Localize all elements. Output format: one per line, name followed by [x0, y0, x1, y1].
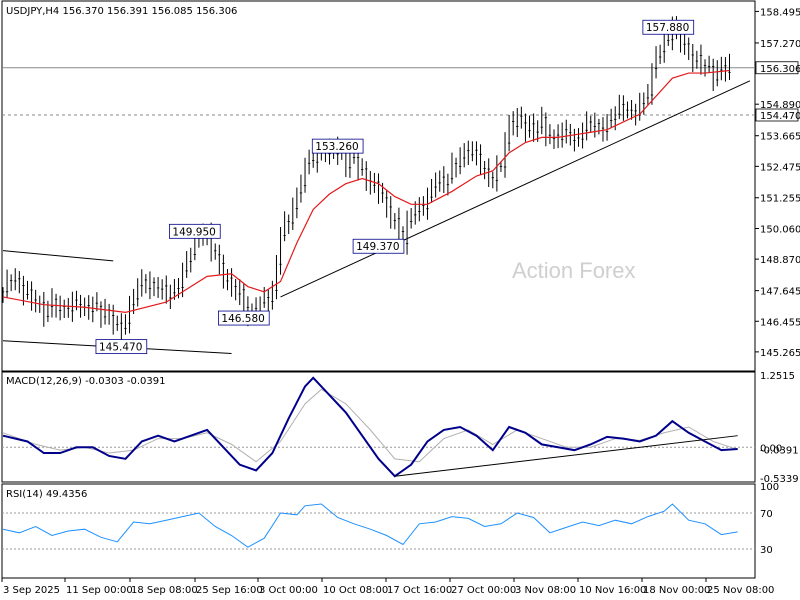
price-label-box: [311, 138, 364, 154]
price-tick-label: 148.870: [760, 255, 800, 266]
macd-tick-label: -0.0391: [760, 446, 799, 457]
trendline: [280, 80, 751, 298]
price-label-box: [95, 339, 148, 355]
x-tick-label: 11 Sep 00:00: [66, 585, 133, 596]
price-tick-label: 146.455: [760, 317, 800, 328]
chart-header: USDJPY,H4 156.370 156.391 156.085 156.30…: [6, 6, 237, 17]
price-label-box: [218, 310, 270, 326]
macd-tick-label: -0.5339: [760, 474, 799, 485]
moving-average-line: [2, 69, 730, 313]
price-panel-frame: [1, 0, 756, 372]
x-tick-label: 18 Sep 08:00: [131, 585, 198, 596]
price-label: 145.470: [99, 342, 142, 354]
x-tick-label: 17 Oct 16:00: [387, 585, 452, 596]
macd-main-line: [2, 376, 738, 478]
rsi-tick-label: 70: [760, 509, 773, 520]
price-level-label: 156.306: [760, 64, 800, 75]
macd-label: MACD(12,26,9) -0.0303 -0.0391: [6, 376, 166, 387]
macd-panel-frame: [1, 371, 756, 483]
rsi-tick-label: 100: [760, 482, 779, 493]
x-tick-label: 27 Oct 00:00: [451, 585, 516, 596]
x-tick-label: 3 Sep 2025: [3, 585, 60, 596]
price-tick-label: 153.665: [760, 132, 800, 143]
price-tick-label: 152.475: [760, 162, 800, 173]
price-tick-label: 145.265: [760, 348, 800, 359]
level-price-box: [755, 61, 799, 75]
macd-signal-line: [2, 388, 738, 463]
price-label: 146.580: [221, 313, 264, 325]
level-price-box: [755, 108, 799, 122]
macd-tick-label: 1.2515: [760, 371, 795, 382]
price-label: 149.950: [172, 226, 215, 238]
macd-tick-label: 0.00: [760, 443, 782, 454]
watermark: Action Forex: [512, 258, 636, 283]
price-tick-label: 158.495: [760, 7, 800, 18]
price-level-label: 154.470: [760, 111, 800, 122]
price-label-box: [169, 223, 221, 239]
price-tick-label: 147.645: [760, 287, 800, 298]
rsi-panel-frame: [1, 483, 756, 579]
x-tick-label: 3 Nov 08:00: [515, 585, 576, 596]
price-tick-label: 150.060: [760, 224, 800, 235]
price-tick-label: 151.255: [760, 194, 800, 205]
x-tick-label: 10 Oct 08:00: [323, 585, 388, 596]
x-tick-label: 10 Nov 16:00: [579, 585, 646, 596]
trendline: [2, 250, 114, 262]
price-label: 153.260: [315, 141, 358, 153]
price-label-box: [642, 19, 695, 35]
x-tick-label: 18 Nov 00:00: [643, 585, 710, 596]
price-label-box: [352, 238, 405, 254]
rsi-line: [2, 503, 738, 548]
rsi-tick-label: 30: [760, 545, 773, 556]
macd-trendline: [394, 435, 738, 477]
x-tick-label: 25 Sep 16:00: [196, 585, 263, 596]
price-label: 157.880: [646, 22, 689, 34]
price-tick-label: 154.890: [760, 100, 800, 111]
x-tick-label: 25 Nov 08:00: [707, 585, 774, 596]
rsi-label: RSI(14) 49.4356: [6, 489, 87, 500]
price-label: 149.370: [356, 241, 399, 253]
x-tick-label: 3 Oct 00:00: [259, 585, 318, 596]
price-tick-label: 157.270: [760, 39, 800, 50]
